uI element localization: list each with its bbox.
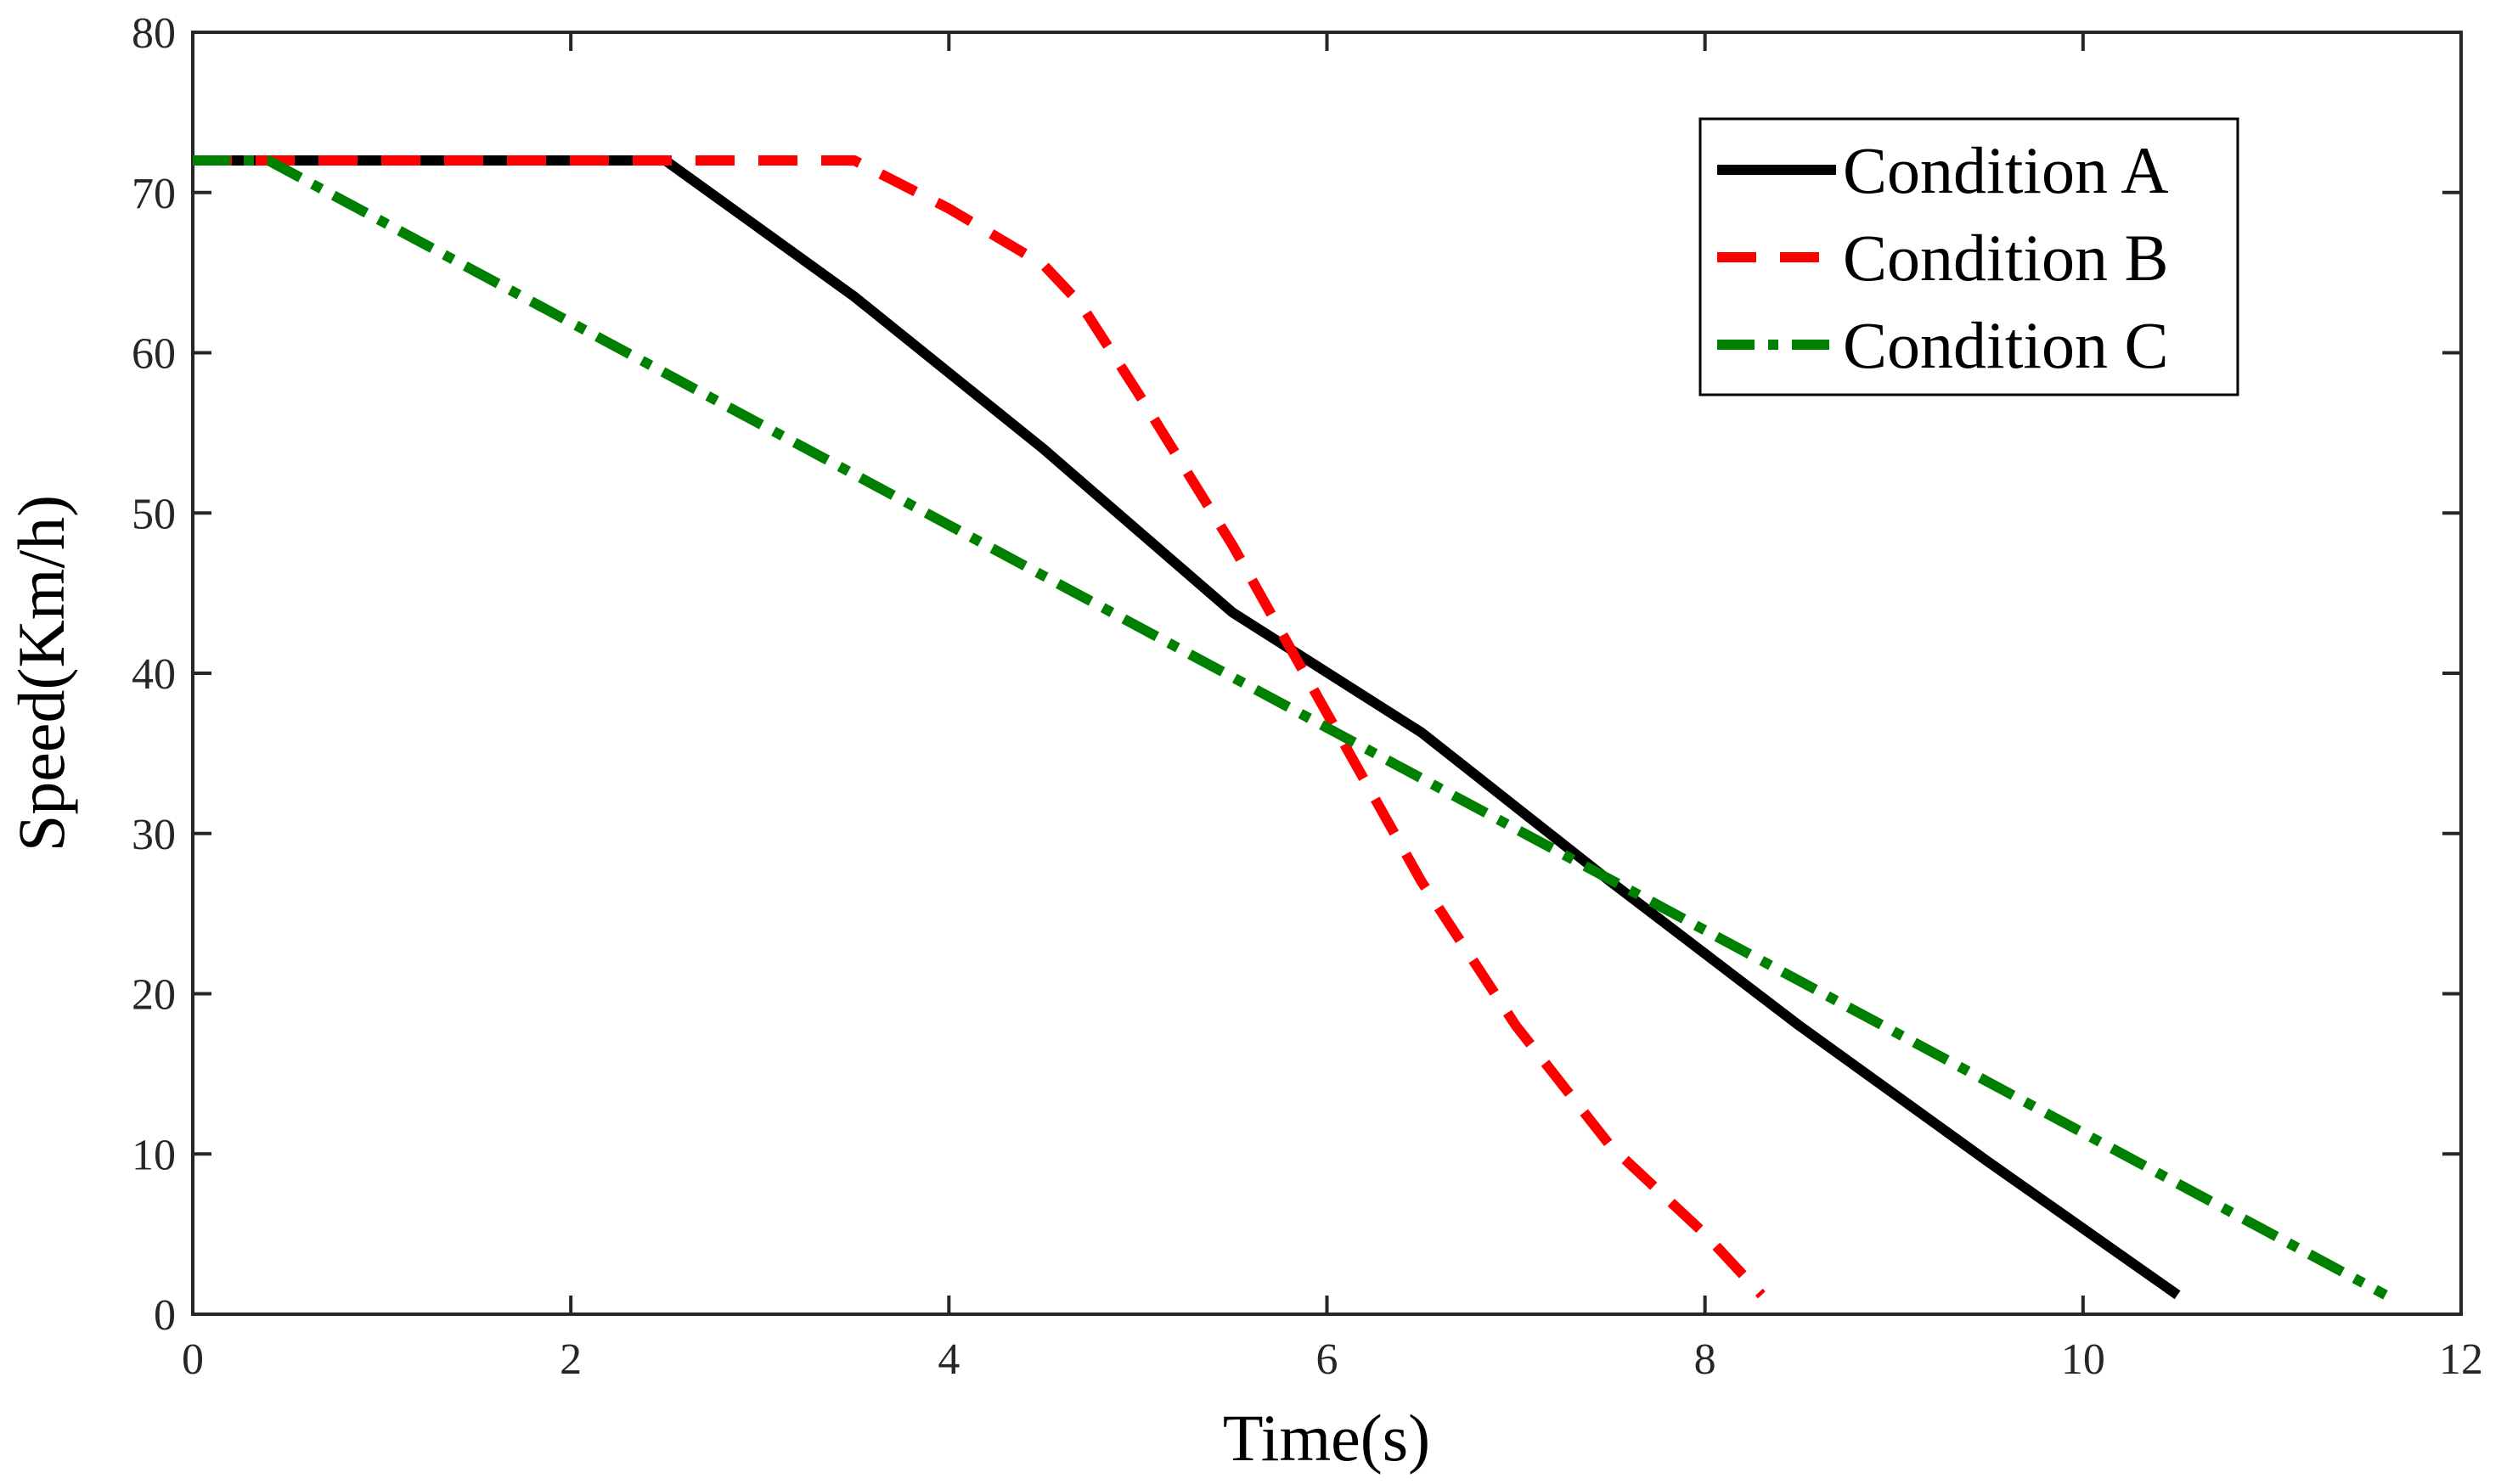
y-tick-label-70: 70 xyxy=(132,170,176,218)
series-lines xyxy=(193,155,2388,1300)
x-tick-label-8: 8 xyxy=(1694,1335,1716,1384)
legend-label-condition-b: Condition B xyxy=(1843,221,2169,295)
y-tick-label-60: 60 xyxy=(132,330,176,379)
legend: Condition A Condition B Condition C xyxy=(1698,117,2239,396)
y-axis-ticks: 0 10 20 30 40 50 60 70 80 xyxy=(132,9,2461,1340)
legend-label-condition-a: Condition A xyxy=(1843,133,2169,207)
x-tick-label-4: 4 xyxy=(938,1335,960,1384)
y-tick-label-0: 0 xyxy=(154,1291,176,1340)
series-line-condition-b xyxy=(193,155,1766,1299)
y-tick-label-40: 40 xyxy=(132,650,176,699)
y-tick-label-10: 10 xyxy=(132,1131,176,1179)
x-tick-label-10: 10 xyxy=(2061,1335,2105,1384)
x-axis-ticks: 0 2 4 6 8 10 12 xyxy=(182,32,2483,1384)
y-axis-label: Speed(Km/h) xyxy=(4,495,78,852)
legend-label-condition-c: Condition C xyxy=(1843,308,2169,382)
y-tick-label-80: 80 xyxy=(132,9,176,58)
x-axis-label: Time(s) xyxy=(1223,1401,1430,1475)
y-tick-label-20: 20 xyxy=(132,971,176,1020)
series-line-condition-a xyxy=(193,155,2181,1300)
y-tick-label-50: 50 xyxy=(132,490,176,538)
y-tick-label-30: 30 xyxy=(132,811,176,859)
x-tick-label-12: 12 xyxy=(2439,1335,2483,1384)
x-tick-label-0: 0 xyxy=(182,1335,204,1384)
x-tick-label-6: 6 xyxy=(1316,1335,1338,1384)
series-line-condition-c xyxy=(193,155,2388,1300)
x-tick-label-2: 2 xyxy=(560,1335,582,1384)
